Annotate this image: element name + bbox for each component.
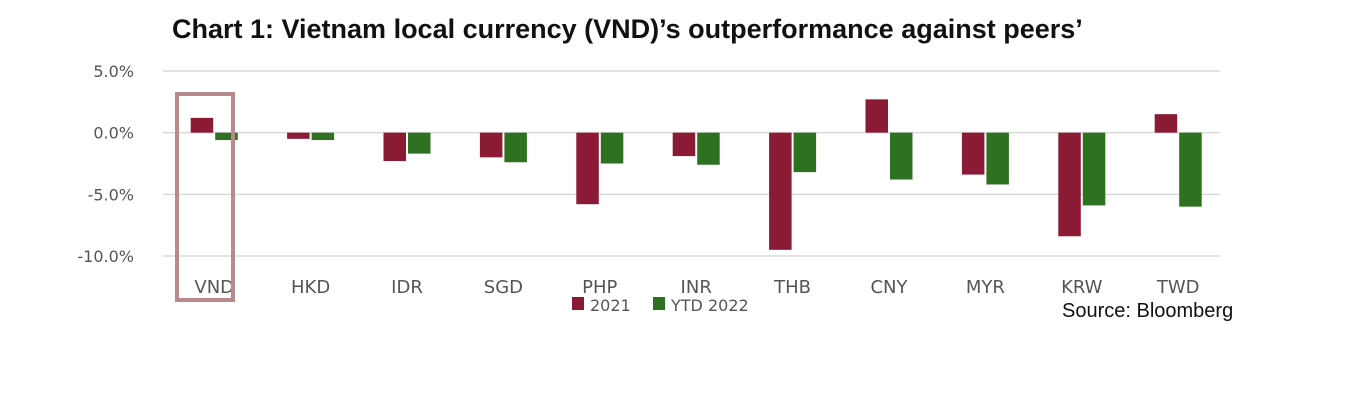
- category-label-vnd: VND: [194, 277, 234, 298]
- bar-ytd-2022-hkd: [311, 132, 335, 141]
- bar-2021-php: [576, 132, 599, 205]
- y-axis-ticks: 5.0% 0.0% -5.0% -10.0%: [77, 62, 134, 266]
- legend-label-2021: 2021: [590, 296, 631, 315]
- bar-ytd-2022-thb: [793, 132, 817, 173]
- bar-ytd-2022-idr: [408, 132, 431, 154]
- bar-ytd-2022-krw: [1082, 132, 1106, 206]
- bar-ytd-2022-vnd: [215, 132, 238, 141]
- category-label-krw: KRW: [1061, 277, 1103, 298]
- bar-2021-krw: [1058, 132, 1081, 237]
- category-label-hkd: HKD: [291, 277, 330, 298]
- legend-swatch-2021: [572, 297, 584, 310]
- bar-2021-cny: [865, 99, 888, 133]
- category-label-sgd: SGD: [484, 277, 523, 298]
- y-tick-label: -5.0%: [88, 185, 134, 204]
- legend-label-ytd-2022: YTD 2022: [670, 296, 749, 315]
- bar-2021-vnd: [190, 117, 214, 133]
- source-note: Source: Bloomberg: [1062, 300, 1234, 322]
- bar-2021-twd: [1154, 114, 1178, 133]
- bar-2021-myr: [961, 132, 985, 175]
- highlight-box-vnd: [175, 92, 235, 302]
- category-label-php: PHP: [582, 277, 617, 298]
- category-label-inr: INR: [681, 277, 712, 298]
- bar-2021-idr: [383, 132, 406, 162]
- y-tick-label: 0.0%: [93, 124, 134, 143]
- chart-title: Chart 1: Vietnam local currency (VND)’s …: [172, 14, 1083, 44]
- y-tick-label: -10.0%: [77, 247, 134, 266]
- category-label-cny: CNY: [870, 277, 908, 298]
- bar-ytd-2022-sgd: [504, 132, 527, 163]
- bar-ytd-2022-inr: [697, 132, 720, 165]
- bar-ytd-2022-cny: [890, 132, 913, 180]
- bars: [190, 99, 1202, 250]
- bar-ytd-2022-myr: [986, 132, 1009, 185]
- bar-ytd-2022-twd: [1179, 132, 1202, 207]
- bar-2021-inr: [672, 132, 696, 157]
- bar-2021-sgd: [479, 132, 503, 158]
- category-labels: VND HKD IDR SGD PHP INR THB CNY MYR KRW TWD: [194, 277, 1199, 298]
- bar-2021-hkd: [287, 132, 310, 139]
- y-tick-label: 5.0%: [93, 62, 134, 81]
- category-label-thb: THB: [773, 277, 811, 298]
- category-label-twd: TWD: [1156, 277, 1200, 298]
- category-label-myr: MYR: [966, 277, 1005, 298]
- legend-swatch-ytd-2022: [653, 297, 665, 310]
- legend: 2021 YTD 2022: [572, 296, 749, 315]
- bar-ytd-2022-php: [600, 132, 624, 164]
- bar-2021-thb: [769, 132, 792, 250]
- highlight-layer: [175, 92, 235, 302]
- category-label-idr: IDR: [391, 277, 423, 298]
